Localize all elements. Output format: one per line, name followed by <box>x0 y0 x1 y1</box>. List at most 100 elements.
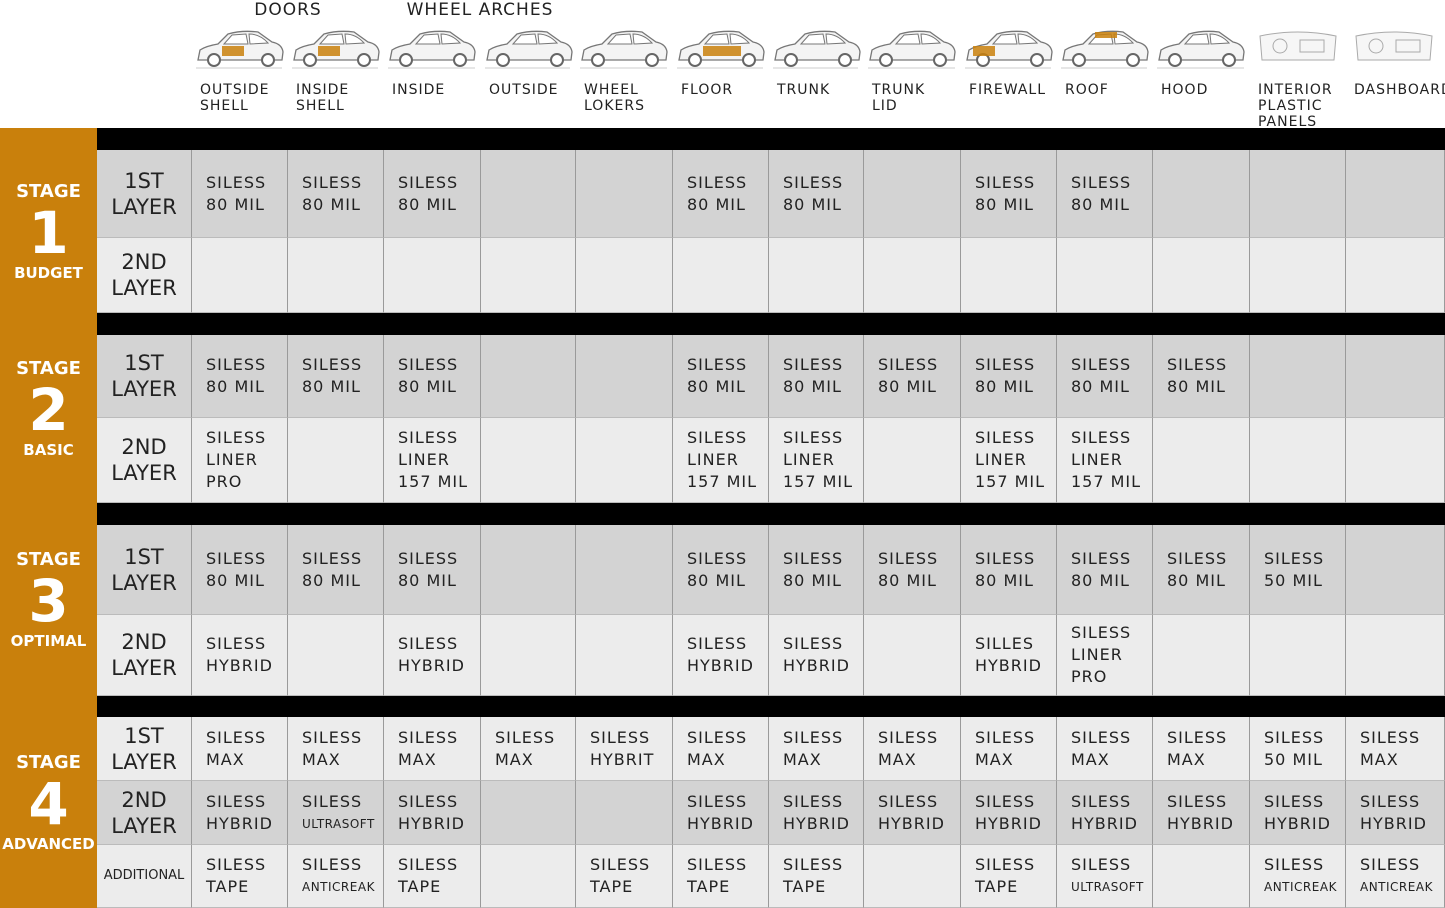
table-cell: SILESS 80 MIL <box>384 335 481 418</box>
cell-text-line: SILESS <box>783 355 844 374</box>
table-cell: SILESS 80 MIL <box>1057 335 1153 418</box>
table-cell <box>864 150 961 238</box>
interior-icon <box>1355 31 1433 61</box>
cell-text-line: LINER <box>783 450 835 469</box>
cell-text-line: SILESS <box>206 855 267 874</box>
table-cell: SILESS MAX <box>961 717 1057 781</box>
cell-text-line: SILESS <box>687 855 748 874</box>
cell-text-line: SILESS <box>783 428 844 447</box>
cell-text-line: 157 MIL <box>398 472 469 491</box>
column-header: FIREWALL <box>969 82 1057 98</box>
cell-text-line: MAX <box>783 749 822 769</box>
table-cell: SILESS HYBRID <box>961 781 1057 845</box>
cell-text-line: MAX <box>495 749 534 769</box>
table-cell: SILESS MAX <box>192 717 288 781</box>
cell-text-line: 80 MIL <box>1071 570 1130 590</box>
column-header: INSIDE SHELL <box>296 82 384 114</box>
layer-label-line: LAYER <box>111 656 177 680</box>
cell-text-line: SILESS <box>302 855 363 874</box>
stage-number: 2 <box>28 375 69 444</box>
table-cell: SILESS HYBRID <box>864 781 961 845</box>
layer-label: 1ST LAYER <box>97 335 192 418</box>
cell-text-line: 80 MIL <box>1071 377 1130 396</box>
cell-text-line: SILESS <box>398 727 459 747</box>
cell-text-line: 157 MIL <box>1071 472 1142 491</box>
stage-name: BUDGET <box>14 264 83 282</box>
cell-text-line: SILESS <box>975 355 1036 374</box>
table-cell: SILESS TAPE <box>576 845 673 908</box>
cell-text-line: HYBRID <box>783 656 850 675</box>
table-cell: SILESS 80 MIL <box>961 525 1057 615</box>
stage-label: STAGE 1 BUDGET <box>0 150 97 313</box>
table-cell <box>1346 150 1445 238</box>
table-cell: SILESS 80 MIL <box>192 150 288 238</box>
cell-text-line: HYBRID <box>1264 813 1331 833</box>
cell-text-line: SILESS <box>687 172 748 192</box>
cell-text-line: 157 MIL <box>687 472 758 491</box>
cell-text-line: MAX <box>206 749 245 769</box>
cell-text-line: 80 MIL <box>1071 194 1130 214</box>
cell-text-line: SILESS <box>206 548 267 568</box>
table-cell: SILESS 80 MIL <box>288 525 384 615</box>
cell-text-line: TAPE <box>687 877 731 896</box>
column-header-line: LID <box>872 98 898 114</box>
cell-text-line: 80 MIL <box>398 377 457 396</box>
cell-text-line: SILESS <box>206 172 267 192</box>
cell-text-line: SILESS <box>302 727 363 747</box>
layer-label-line: LAYER <box>111 570 177 595</box>
cell-text-line: SILESS <box>975 548 1036 568</box>
cell-text-line: SILESS <box>1167 355 1228 374</box>
layer-label-line: LAYER <box>111 749 177 774</box>
table-cell <box>1346 238 1445 313</box>
table-cell <box>576 525 673 615</box>
cell-text-line: 80 MIL <box>302 194 361 214</box>
cell-text-line: SILESS <box>302 355 363 374</box>
separator-bar <box>97 696 1445 717</box>
cell-text-line: HYBRID <box>398 656 465 675</box>
table-cell <box>864 418 961 503</box>
layer-label: 2ND LAYER <box>97 418 192 503</box>
table-cell: SILESS 80 MIL <box>1057 525 1153 615</box>
cell-text-line: SILESS <box>975 428 1036 447</box>
table-cell: SILESS MAX <box>288 717 384 781</box>
column-header-line: FIREWALL <box>969 82 1047 98</box>
table-cell: SILESS MAX <box>1346 717 1445 781</box>
cell-text-line: SILESS <box>878 791 939 811</box>
cell-text-line: SILESS <box>1071 791 1132 811</box>
table-cell: SILESS 80 MIL <box>288 335 384 418</box>
table-cell: SILESS ULTRASOFT <box>1057 845 1153 908</box>
column-header-line: SHELL <box>296 98 345 114</box>
cell-text-line: SILESS <box>1360 727 1421 747</box>
cell-text-line: 80 MIL <box>302 570 361 590</box>
cell-text-line: 80 MIL <box>783 194 842 214</box>
table-cell: SILESS HYBRID <box>1346 781 1445 845</box>
cell-text-line: 80 MIL <box>687 194 746 214</box>
cell-text-line: HYBRID <box>206 813 273 833</box>
column-header: TRUNK LID <box>872 82 961 114</box>
table-cell <box>1057 238 1153 313</box>
table-cell: SILESS 80 MIL <box>192 335 288 418</box>
layer-label-line: 2ND <box>121 435 167 459</box>
table-cell <box>288 238 384 313</box>
table-cell <box>1250 150 1346 238</box>
layer-label: 1ST LAYER <box>97 525 192 615</box>
table-cell: SILESS 80 MIL <box>192 525 288 615</box>
table-cell <box>481 615 576 696</box>
cell-text-line: SILESS <box>1071 548 1132 568</box>
table-cell <box>481 781 576 845</box>
cell-text-line: MAX <box>398 749 437 769</box>
table-cell <box>384 238 481 313</box>
cell-text-line: SILESS <box>783 548 844 568</box>
table-cell: SILESS LINER 157 MIL <box>1057 418 1153 503</box>
cell-text-line: SILESS <box>878 727 939 747</box>
cell-text-line: HYBRID <box>878 813 945 833</box>
cell-text-line: SILESS <box>878 355 939 374</box>
cell-text-line: SILESS <box>1071 355 1132 374</box>
cell-text-line: ANTICREAK <box>302 880 375 894</box>
table-cell: SILESS HYBRID <box>673 615 769 696</box>
cell-text-line: TAPE <box>206 877 250 896</box>
cell-text-line: LINER <box>975 450 1027 469</box>
table-cell <box>192 238 288 313</box>
cell-text-line: SILESS <box>398 855 459 874</box>
